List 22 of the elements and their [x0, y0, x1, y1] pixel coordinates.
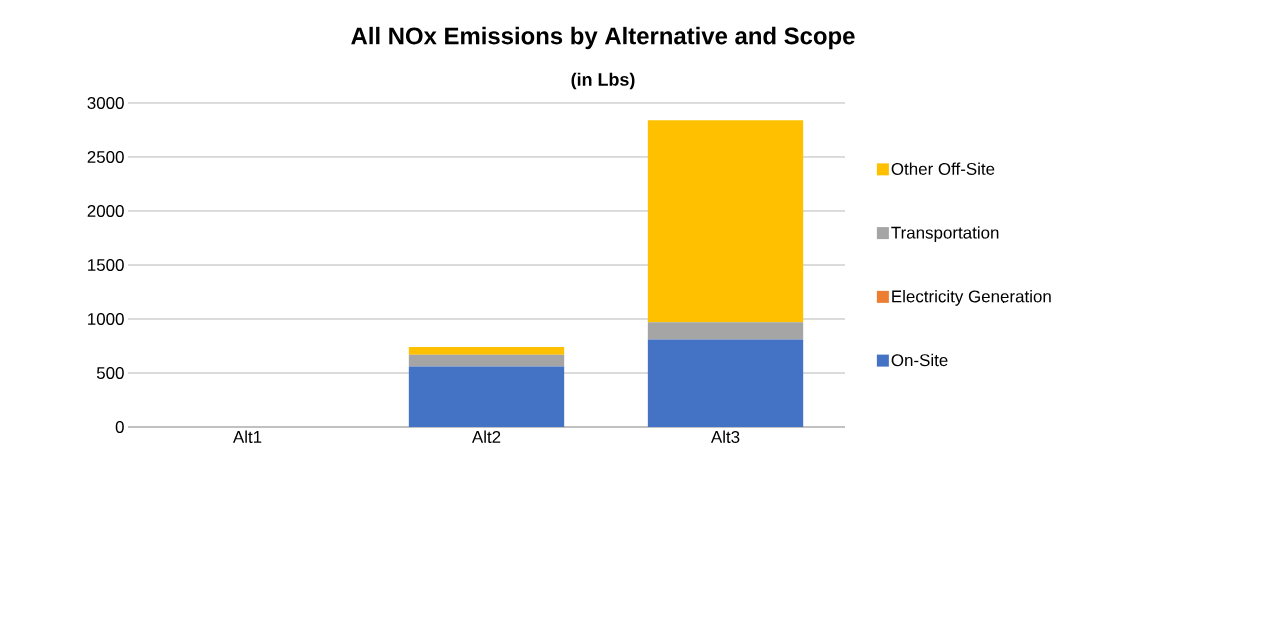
- bar: [647, 339, 804, 427]
- bar: [647, 120, 804, 323]
- y-tick-label: 1500: [88, 258, 124, 271]
- x-tick-label: Alt1: [232, 430, 262, 443]
- bar: [408, 354, 565, 367]
- chart-subtitle: (in Lbs): [571, 72, 635, 90]
- y-tick-label: 1000: [88, 312, 124, 325]
- bar: [408, 366, 565, 427]
- y-tick-label: 500: [96, 366, 124, 379]
- legend-label: On-Site: [891, 353, 948, 367]
- legend-label: Other Off-Site: [891, 162, 995, 175]
- y-tick-label: 0: [115, 420, 124, 433]
- x-tick-label: Alt3: [710, 430, 740, 443]
- chart-title: All NOx Emissions by Alternative and Scope: [351, 26, 855, 50]
- y-tick-label: 3000: [87, 96, 124, 109]
- x-tick-label: Alt2: [471, 430, 501, 443]
- y-tick-label: 2500: [87, 150, 124, 163]
- legend-label: Transportation: [891, 226, 999, 243]
- y-tick-label: 2000: [87, 204, 124, 217]
- bar: [408, 347, 565, 355]
- bar: [647, 322, 804, 340]
- legend-label: Electricity Generation: [892, 289, 1051, 306]
